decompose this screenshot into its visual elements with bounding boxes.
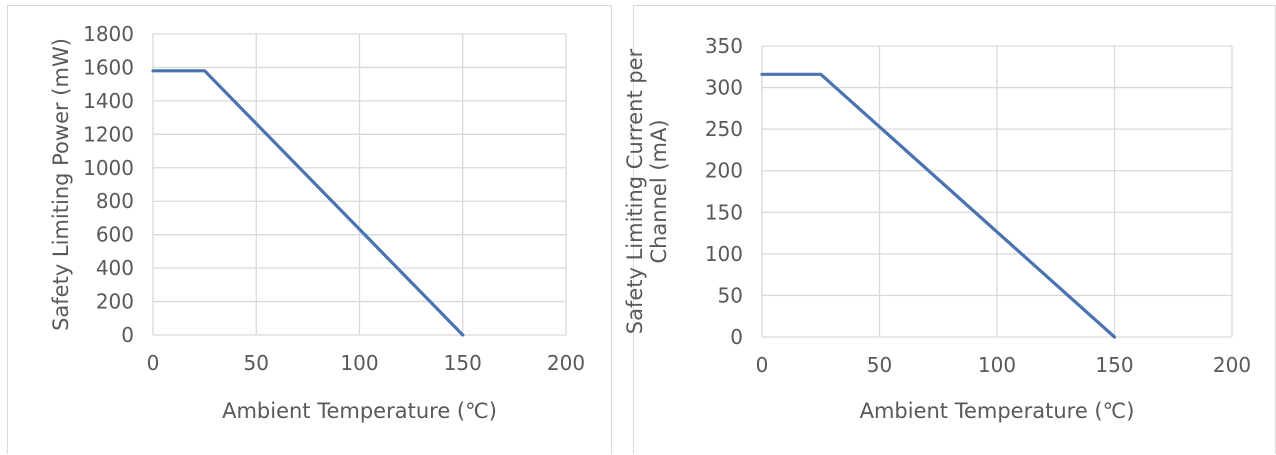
x-tick-label: 50 xyxy=(867,353,892,377)
x-tick-label: 50 xyxy=(244,351,269,375)
y-tick-label: 1600 xyxy=(83,55,134,79)
y-axis-title: Safety Limiting Current per xyxy=(623,48,647,334)
x-tick-label: 100 xyxy=(340,351,378,375)
series-line xyxy=(151,69,465,337)
y-tick-label: 600 xyxy=(96,223,134,247)
y-tick-label: 250 xyxy=(705,117,743,141)
y-tick-label: 400 xyxy=(96,256,134,280)
y-tick-label: 800 xyxy=(96,189,134,213)
x-axis-title: Ambient Temperature (℃) xyxy=(222,399,497,423)
y-tick-label: 1800 xyxy=(83,22,134,46)
x-tick-label: 0 xyxy=(756,353,769,377)
y-tick-label: 1000 xyxy=(83,156,134,180)
chart-panel-power: 0 200 400 600 800 1000 1200 1400 1600 1800 0 50 100 1… xyxy=(7,5,612,454)
chart-current-svg: 0 50 100 150 200 250 300 350 0 50 100 150 200 Ambient… xyxy=(623,34,1251,423)
chart-panel-current: 0 50 100 150 200 250 300 350 0 50 100 150 200 Ambient… xyxy=(623,5,1276,454)
x-tick-label: 150 xyxy=(444,351,482,375)
x-axis-title: Ambient Temperature (℃) xyxy=(860,399,1135,423)
y-tick-label: 0 xyxy=(121,323,134,347)
x-tick-label: 100 xyxy=(978,353,1016,377)
y-tick-label: 100 xyxy=(705,242,743,266)
y-axis-title: Channel (mA) xyxy=(647,119,671,263)
y-tick-label: 1200 xyxy=(83,122,134,146)
x-tick-label: 0 xyxy=(147,351,160,375)
y-tick-label: 200 xyxy=(705,159,743,183)
y-tick-label: 300 xyxy=(705,76,743,100)
y-tick-label: 350 xyxy=(705,34,743,58)
y-tick-label: 0 xyxy=(730,325,743,349)
series-line xyxy=(760,72,1117,339)
y-tick-label: 50 xyxy=(718,283,743,307)
y-tick-label: 150 xyxy=(705,200,743,224)
chart-power-svg: 0 200 400 600 800 1000 1200 1400 1600 1800 0 50 100 1… xyxy=(49,22,585,423)
x-tick-label: 200 xyxy=(1213,353,1251,377)
x-tick-label: 150 xyxy=(1095,353,1133,377)
x-tick-label: 200 xyxy=(547,351,585,375)
y-axis-title: Safety Limiting Power (mW) xyxy=(49,38,73,331)
y-tick-label: 200 xyxy=(96,290,134,314)
y-tick-label: 1400 xyxy=(83,89,134,113)
